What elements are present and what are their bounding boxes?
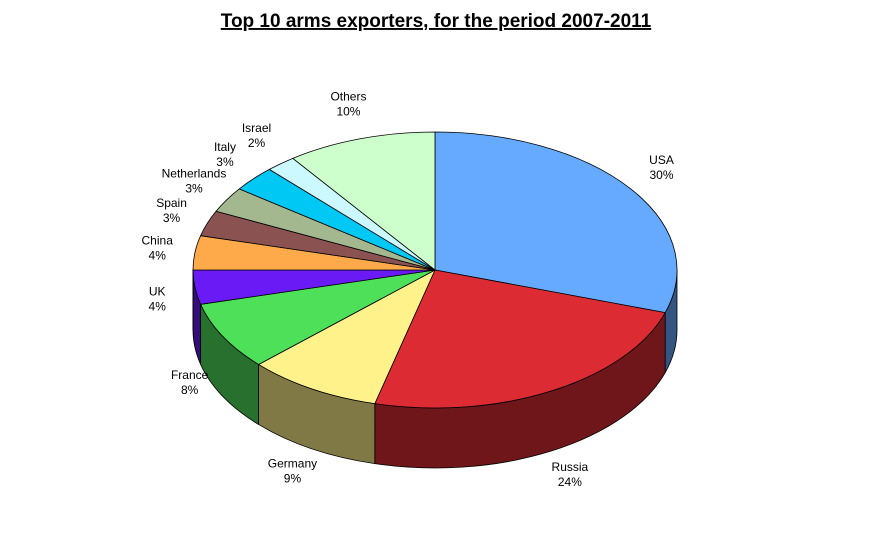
slice-label: UK — [149, 284, 166, 298]
slice — [292, 131, 436, 271]
slice-value-label: 9% — [284, 472, 302, 486]
slice-value-label: 3% — [185, 182, 203, 196]
slice-value-label: 30% — [650, 168, 674, 182]
chart-title: Top 10 arms exporters, for the period 20… — [221, 11, 652, 32]
slice-value-label: 3% — [163, 211, 181, 225]
slice-label: Russia — [552, 460, 589, 474]
slice-label: Israel — [242, 121, 271, 135]
slice-label: Spain — [156, 196, 187, 210]
slice — [258, 269, 436, 405]
slice-label: Germany — [268, 457, 317, 471]
slice — [200, 269, 436, 365]
slice — [374, 269, 666, 409]
slice-value-label: 4% — [149, 248, 167, 262]
slice-value-label: 3% — [216, 155, 234, 169]
slice-label: Italy — [214, 140, 236, 154]
slice-value-label: 24% — [558, 475, 582, 489]
slice-label: France — [171, 368, 209, 382]
slice-value-label: 2% — [248, 136, 266, 150]
slice-value-label: 4% — [149, 299, 167, 313]
slice — [434, 131, 678, 314]
slice-value-label: 10% — [336, 105, 360, 119]
slice-label: USA — [649, 153, 674, 167]
slice-label: Others — [330, 90, 366, 104]
slice-value-label: 8% — [181, 383, 199, 397]
slice-label: China — [142, 233, 174, 247]
slice-label: Netherlands — [162, 167, 227, 181]
